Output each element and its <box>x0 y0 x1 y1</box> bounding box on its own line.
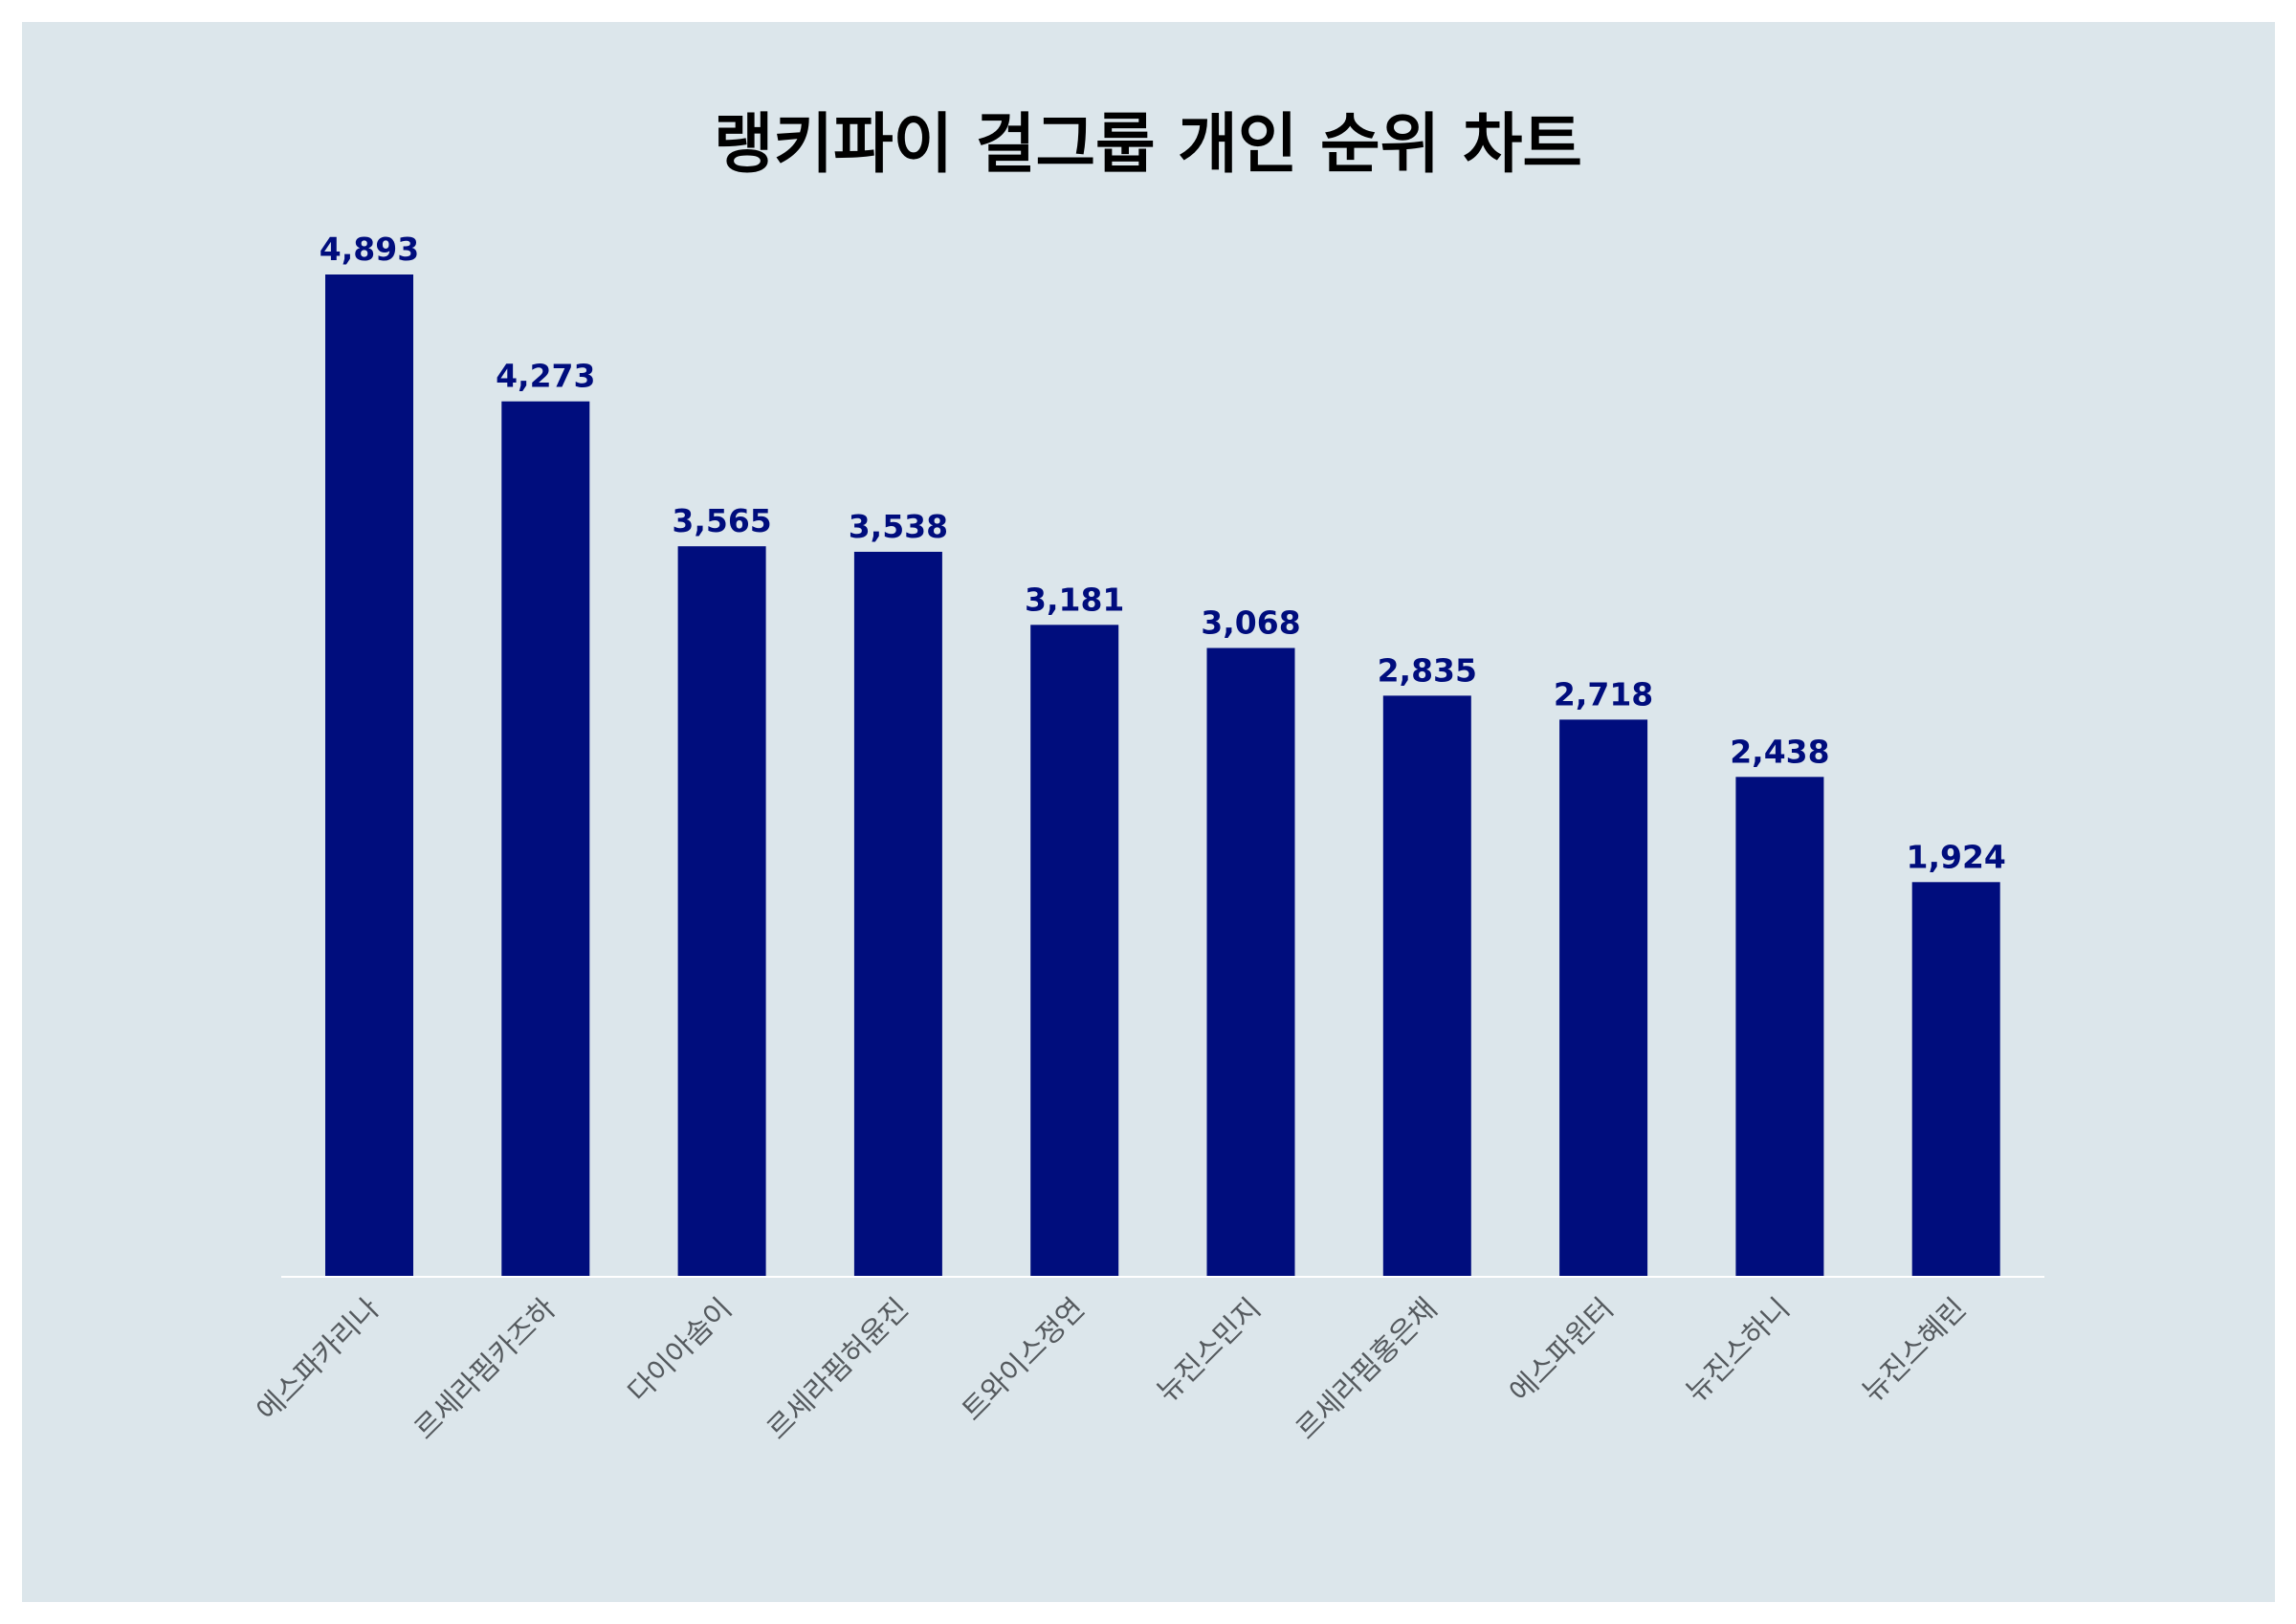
bar-5 <box>1030 625 1119 1276</box>
bar-8 <box>1559 719 1648 1276</box>
chart-title: 랭키파이 걸그룹 개인 순위 차트 <box>714 107 1582 183</box>
value-label-7: 2,835 <box>1378 651 1477 689</box>
value-label-9: 2,438 <box>1730 733 1829 770</box>
value-label-8: 2,718 <box>1554 675 1653 713</box>
bar-1 <box>325 274 413 1276</box>
value-label-5: 3,181 <box>1025 581 1124 618</box>
x-tick-label-3: 다이아솜이 <box>622 1292 739 1409</box>
x-tick-label-10: 뉴진스혜린 <box>1856 1292 1973 1409</box>
value-label-4: 3,538 <box>849 508 948 545</box>
x-tick-label-1: 에스파카리나 <box>251 1292 386 1428</box>
bar-4 <box>853 551 942 1276</box>
bar-3 <box>677 546 766 1276</box>
x-tick-label-7: 르세라핌홍은채 <box>1290 1292 1444 1446</box>
x-tick-label-4: 르세라핌허윤진 <box>761 1292 915 1446</box>
bar-2 <box>501 401 590 1276</box>
bar-6 <box>1206 647 1295 1276</box>
value-label-10: 1,924 <box>1907 838 2006 875</box>
value-label-3: 3,565 <box>672 502 771 539</box>
bar-10 <box>1911 882 2000 1276</box>
value-label-1: 4,893 <box>320 230 419 268</box>
bar-7 <box>1382 695 1471 1276</box>
bar-9 <box>1735 777 1824 1276</box>
x-tick-label-5: 트와이스정연 <box>956 1292 1092 1428</box>
x-tick-label-9: 뉴진스하니 <box>1680 1292 1797 1409</box>
value-label-6: 3,068 <box>1201 604 1300 642</box>
x-tick-label-2: 르세라핌카즈하 <box>408 1292 563 1446</box>
value-label-2: 4,273 <box>496 358 595 395</box>
x-tick-label-6: 뉴진스민지 <box>1151 1292 1268 1409</box>
x-tick-label-8: 에스파윈터 <box>1503 1292 1620 1409</box>
